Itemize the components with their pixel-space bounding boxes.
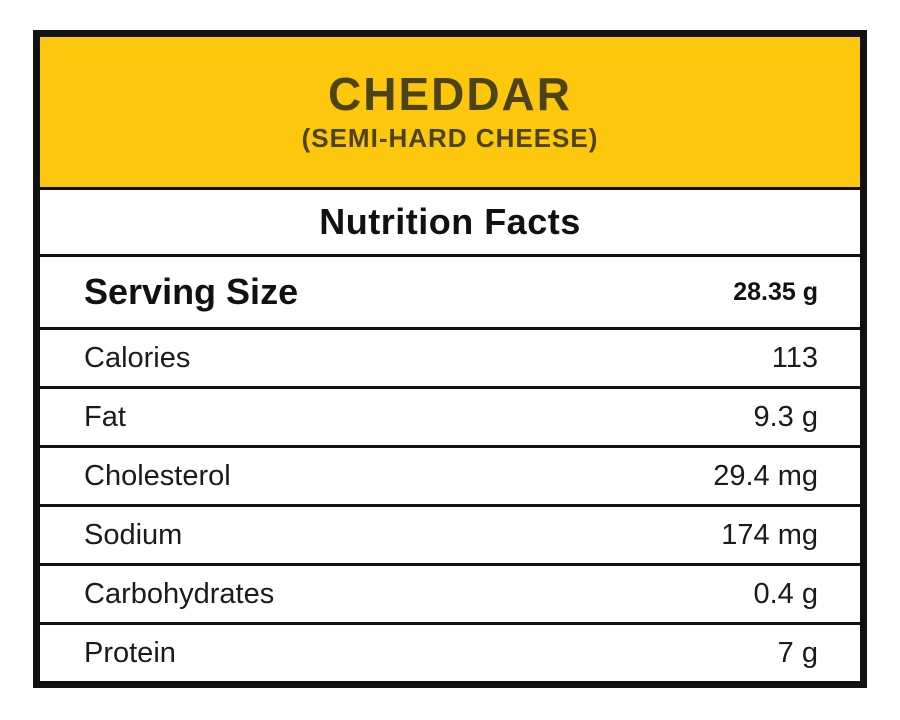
table-row-protein: Protein 7 g <box>40 625 860 681</box>
nutrition-facts-title: Nutrition Facts <box>319 201 581 242</box>
table-row-fat: Fat 9.3 g <box>40 389 860 448</box>
row-value: 7 g <box>777 636 818 669</box>
nutrition-facts-title-row: Nutrition Facts <box>40 190 860 257</box>
row-label: Sodium <box>84 518 183 551</box>
product-subtitle: (SEMI-HARD CHEESE) <box>301 122 599 153</box>
row-label: Carbohydrates <box>84 577 275 610</box>
table-row-sodium: Sodium 174 mg <box>40 507 860 566</box>
serving-size-label: Serving Size <box>84 271 299 312</box>
product-header: CHEDDAR (SEMI-HARD CHEESE) <box>40 37 860 190</box>
row-value: 0.4 g <box>753 577 819 610</box>
nutrition-label: CHEDDAR (SEMI-HARD CHEESE) Nutrition Fac… <box>33 30 867 688</box>
product-name: CHEDDAR <box>328 68 572 121</box>
row-label: Calories <box>84 341 191 374</box>
row-label: Fat <box>84 400 126 433</box>
row-value: 29.4 mg <box>713 459 818 492</box>
row-value: 174 mg <box>721 518 818 551</box>
table-row-carbohydrates: Carbohydrates 0.4 g <box>40 566 860 625</box>
row-value: 113 <box>771 341 818 374</box>
serving-size-row: Serving Size 28.35 g <box>40 257 860 330</box>
table-row-cholesterol: Cholesterol 29.4 mg <box>40 448 860 507</box>
row-label: Protein <box>84 636 176 669</box>
row-value: 9.3 g <box>753 400 819 433</box>
row-label: Cholesterol <box>84 459 231 492</box>
serving-size-value: 28.35 g <box>733 277 818 306</box>
table-row-calories: Calories 113 <box>40 330 860 389</box>
